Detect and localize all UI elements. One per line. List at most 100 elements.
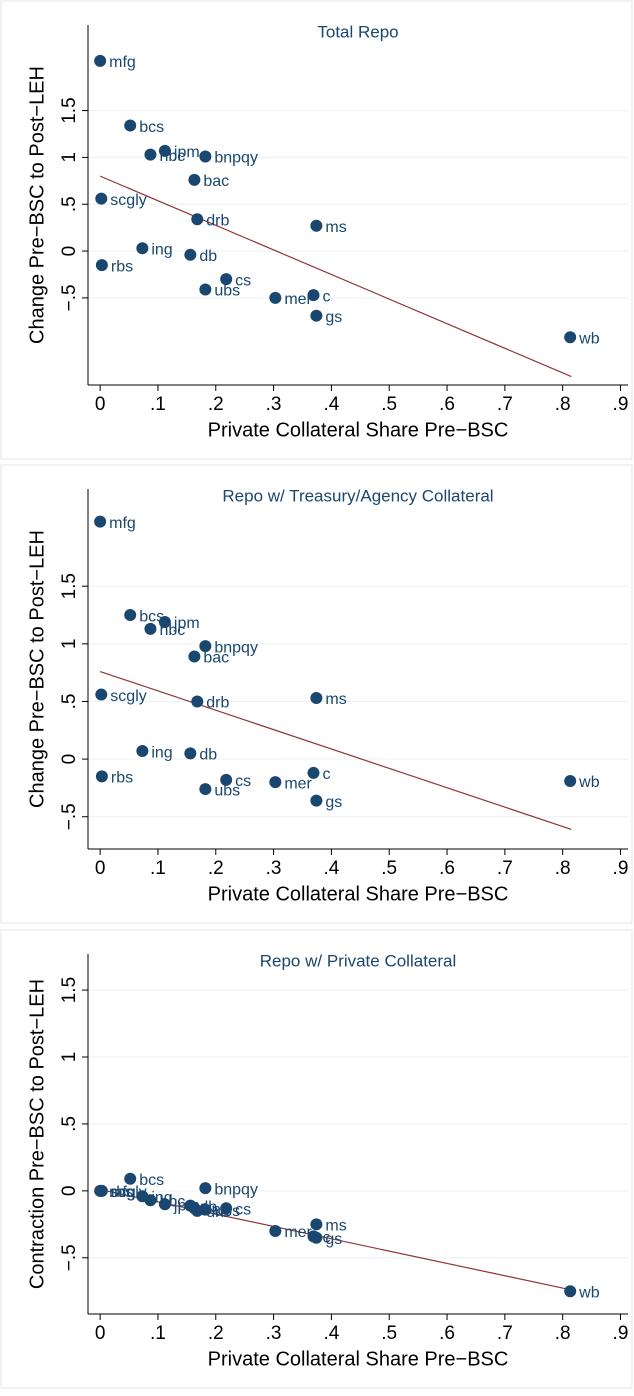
x-tick-label: .1 bbox=[150, 858, 166, 879]
y-tick-label: −.5 bbox=[59, 803, 80, 830]
x-tick-label: .6 bbox=[439, 394, 455, 415]
fit-line bbox=[99, 670, 572, 830]
x-axis-label: Private Collateral Share Pre−BSC bbox=[208, 419, 509, 441]
point bbox=[184, 248, 197, 261]
point-label: mfg bbox=[109, 54, 136, 71]
x-tick-label: .6 bbox=[439, 858, 455, 879]
point bbox=[95, 1184, 108, 1197]
y-tick-label: −.5 bbox=[59, 284, 80, 311]
point-label: bcs bbox=[139, 1172, 164, 1189]
point-label: mer bbox=[284, 291, 312, 308]
point bbox=[95, 688, 108, 701]
point bbox=[188, 650, 201, 663]
y-tick-label: 1.5 bbox=[59, 977, 80, 1003]
point-label: wb bbox=[578, 330, 600, 347]
x-tick-label: 0 bbox=[95, 1323, 106, 1344]
point-label: bcs bbox=[139, 119, 164, 136]
x-tick-label: .3 bbox=[266, 394, 282, 415]
point bbox=[310, 1218, 323, 1231]
x-tick-label: .2 bbox=[208, 858, 224, 879]
panel: −.5 0 .5 1 1.5 0 .1 .2 .3 .4 .5 .6 .7 .8 .9 Repo w/ Tre… bbox=[0, 464, 633, 924]
x-tick-label: .5 bbox=[381, 394, 397, 415]
point bbox=[199, 783, 212, 796]
point-label: drb bbox=[206, 212, 229, 229]
x-tick-label: .7 bbox=[497, 858, 513, 879]
point bbox=[199, 1203, 212, 1216]
point-label: mer bbox=[284, 775, 312, 792]
point bbox=[199, 1182, 212, 1195]
point-label: db bbox=[199, 248, 217, 265]
point-label: mer bbox=[284, 1224, 312, 1241]
y-tick-label: 0 bbox=[59, 1186, 80, 1197]
point bbox=[564, 331, 577, 344]
y-tick-label: 0 bbox=[59, 246, 80, 257]
point bbox=[136, 745, 149, 758]
point bbox=[94, 54, 107, 67]
point-label: cs bbox=[235, 1201, 251, 1218]
x-tick-label: .5 bbox=[381, 858, 397, 879]
y-tick-label: 0 bbox=[59, 754, 80, 765]
fit-line bbox=[100, 1188, 572, 1291]
chart-title: Repo w/ Treasury/Agency Collateral bbox=[222, 486, 493, 505]
point-label: c bbox=[322, 1230, 330, 1247]
x-tick-label: .7 bbox=[497, 1323, 513, 1344]
point-label: mfg bbox=[109, 1184, 136, 1201]
point bbox=[269, 776, 282, 789]
x-tick-label: 0 bbox=[95, 394, 106, 415]
panel: −.5 0 .5 1 1.5 0 .1 .2 .3 .4 .5 .6 .7 .8 .9 Repo w/ Pri… bbox=[0, 929, 633, 1389]
point bbox=[188, 173, 201, 186]
point bbox=[220, 773, 233, 786]
point-label: ms bbox=[325, 691, 346, 708]
point bbox=[199, 283, 212, 296]
x-tick-label: 0 bbox=[95, 858, 106, 879]
point-label: bac bbox=[203, 173, 229, 190]
point bbox=[220, 273, 233, 286]
panel-frame bbox=[0, 929, 633, 1389]
y-tick-label: 1 bbox=[59, 1052, 80, 1063]
point bbox=[124, 1172, 137, 1185]
x-tick-label: .9 bbox=[613, 1323, 629, 1344]
x-tick-label: .9 bbox=[613, 858, 629, 879]
x-axis-label: Private Collateral Share Pre−BSC bbox=[208, 1348, 509, 1370]
point-label: drb bbox=[206, 695, 229, 712]
point-label: jpm bbox=[173, 615, 200, 632]
x-tick-label: .3 bbox=[266, 1323, 282, 1344]
point bbox=[199, 640, 212, 653]
x-tick-label: .8 bbox=[555, 858, 571, 879]
point-label: rbs bbox=[111, 1184, 133, 1201]
point bbox=[310, 1231, 323, 1244]
y-tick-label: .5 bbox=[59, 196, 80, 212]
point-label: rbs bbox=[111, 258, 133, 275]
x-tick-label: .1 bbox=[150, 1323, 166, 1344]
point bbox=[94, 515, 107, 528]
x-tick-label: .4 bbox=[323, 858, 339, 879]
point bbox=[184, 747, 197, 760]
point bbox=[191, 695, 204, 708]
x-tick-label: .4 bbox=[323, 394, 339, 415]
point bbox=[95, 192, 108, 205]
chart-title: Repo w/ Private Collateral bbox=[260, 951, 457, 970]
point bbox=[188, 1202, 201, 1215]
point bbox=[124, 119, 137, 132]
y-tick-label: 1 bbox=[59, 152, 80, 163]
point bbox=[307, 766, 320, 779]
point-label: bnpqy bbox=[214, 639, 258, 656]
point-label: bac bbox=[203, 650, 229, 667]
x-tick-label: .1 bbox=[150, 394, 166, 415]
point-label: ms bbox=[325, 219, 346, 236]
point bbox=[307, 289, 320, 302]
point-label: mfg bbox=[109, 515, 136, 532]
point bbox=[95, 259, 108, 272]
y-axis-label: Contraction Pre−BSC to Post−LEH bbox=[26, 979, 48, 1289]
fit-line bbox=[99, 175, 572, 378]
x-tick-label: .7 bbox=[497, 394, 513, 415]
point bbox=[144, 148, 157, 161]
y-axis-label: Change Pre−BSC to Post−LEH bbox=[26, 66, 48, 344]
panel: −.5 0 .5 1 1.5 0 .1 .2 .3 .4 .5 .6 .7 .8 .9 Total Repo P… bbox=[0, 0, 633, 460]
y-tick-label: 1.5 bbox=[59, 573, 80, 599]
point-label: rbs bbox=[111, 770, 133, 787]
point bbox=[158, 615, 171, 628]
point bbox=[269, 1225, 282, 1238]
point bbox=[310, 692, 323, 705]
